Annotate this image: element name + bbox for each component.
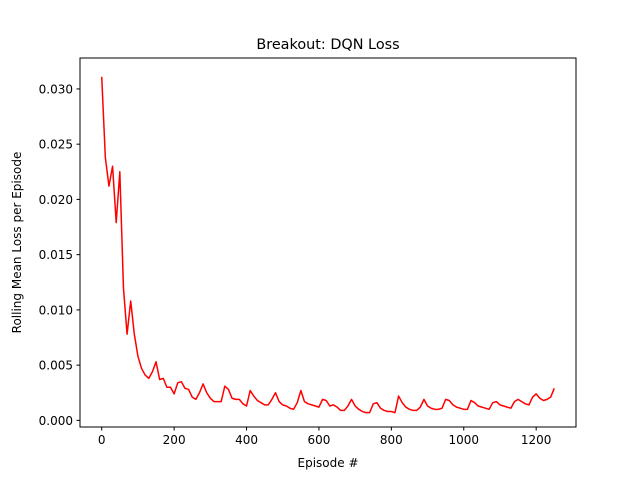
y-tick-label: 0.010	[39, 303, 73, 317]
y-axis: 0.000 0.005 0.010 0.015 0.020 0.025 0.030	[39, 82, 80, 428]
x-tick-label: 0	[98, 433, 106, 447]
y-axis-label: Rolling Mean Loss per Episode	[10, 152, 24, 334]
x-tick-label: 200	[163, 433, 186, 447]
x-tick-label: 800	[380, 433, 403, 447]
y-tick-label: 0.020	[39, 193, 73, 207]
y-tick-label: 0.015	[39, 248, 73, 262]
loss-series-line	[100, 76, 555, 414]
y-tick-label: 0.000	[39, 414, 73, 428]
y-tick-label: 0.005	[39, 359, 73, 373]
x-axis-label: Episode #	[298, 456, 359, 470]
y-tick-label: 0.030	[39, 82, 73, 96]
plot-frame	[79, 57, 577, 428]
x-axis: 0 200 400 600 800 1000 1200	[98, 427, 552, 447]
y-tick-label: 0.025	[39, 138, 73, 152]
x-tick-label: 1000	[448, 433, 479, 447]
x-tick-label: 400	[235, 433, 258, 447]
x-tick-label: 1200	[521, 433, 552, 447]
chart-title: Breakout: DQN Loss	[256, 37, 399, 53]
x-tick-label: 600	[307, 433, 330, 447]
